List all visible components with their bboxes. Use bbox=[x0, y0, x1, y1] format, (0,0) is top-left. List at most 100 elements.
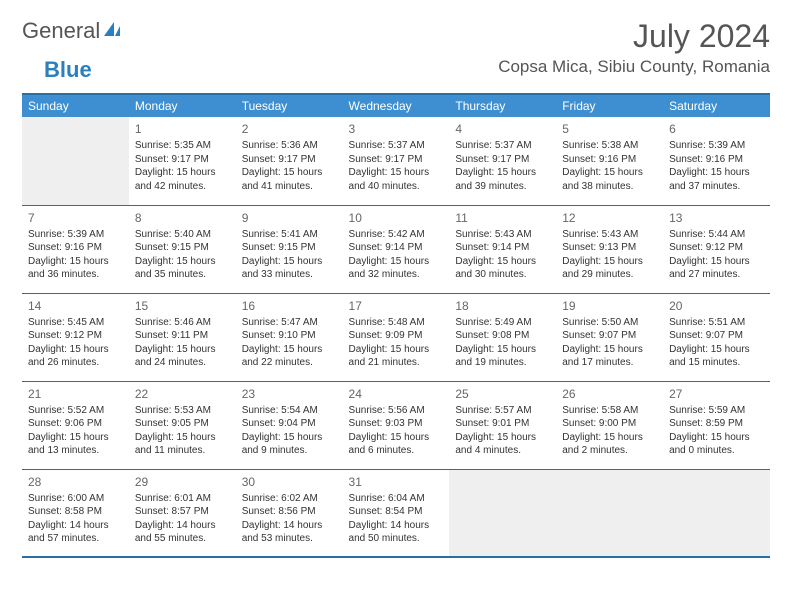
week-row: 1Sunrise: 5:35 AMSunset: 9:17 PMDaylight… bbox=[22, 117, 770, 205]
day-cell: 17Sunrise: 5:48 AMSunset: 9:09 PMDayligh… bbox=[343, 293, 450, 381]
sunset-line: Sunset: 9:07 PM bbox=[669, 329, 764, 343]
daylight-line: Daylight: 15 hours and 40 minutes. bbox=[349, 166, 444, 193]
day-number: 30 bbox=[242, 474, 337, 490]
day-cell: 15Sunrise: 5:46 AMSunset: 9:11 PMDayligh… bbox=[129, 293, 236, 381]
day-cell: 7Sunrise: 5:39 AMSunset: 9:16 PMDaylight… bbox=[22, 205, 129, 293]
day-number: 29 bbox=[135, 474, 230, 490]
sunrise-line: Sunrise: 6:00 AM bbox=[28, 492, 123, 506]
day-cell: 1Sunrise: 5:35 AMSunset: 9:17 PMDaylight… bbox=[129, 117, 236, 205]
day-number: 10 bbox=[349, 210, 444, 226]
sunrise-line: Sunrise: 5:42 AM bbox=[349, 228, 444, 242]
dow-row: Sunday Monday Tuesday Wednesday Thursday… bbox=[22, 94, 770, 117]
daylight-line: Daylight: 15 hours and 11 minutes. bbox=[135, 431, 230, 458]
day-cell: 22Sunrise: 5:53 AMSunset: 9:05 PMDayligh… bbox=[129, 381, 236, 469]
sunrise-line: Sunrise: 5:45 AM bbox=[28, 316, 123, 330]
day-number: 13 bbox=[669, 210, 764, 226]
dow-monday: Monday bbox=[129, 94, 236, 117]
day-number: 3 bbox=[349, 121, 444, 137]
daylight-line: Daylight: 15 hours and 39 minutes. bbox=[455, 166, 550, 193]
day-cell: 19Sunrise: 5:50 AMSunset: 9:07 PMDayligh… bbox=[556, 293, 663, 381]
sunrise-line: Sunrise: 5:44 AM bbox=[669, 228, 764, 242]
day-cell bbox=[22, 117, 129, 205]
sunset-line: Sunset: 9:14 PM bbox=[455, 241, 550, 255]
daylight-line: Daylight: 15 hours and 4 minutes. bbox=[455, 431, 550, 458]
sunrise-line: Sunrise: 6:02 AM bbox=[242, 492, 337, 506]
sunrise-line: Sunrise: 5:59 AM bbox=[669, 404, 764, 418]
daylight-line: Daylight: 15 hours and 27 minutes. bbox=[669, 255, 764, 282]
day-cell: 16Sunrise: 5:47 AMSunset: 9:10 PMDayligh… bbox=[236, 293, 343, 381]
day-number: 12 bbox=[562, 210, 657, 226]
sunrise-line: Sunrise: 5:37 AM bbox=[349, 139, 444, 153]
daylight-line: Daylight: 15 hours and 0 minutes. bbox=[669, 431, 764, 458]
day-cell: 5Sunrise: 5:38 AMSunset: 9:16 PMDaylight… bbox=[556, 117, 663, 205]
logo-word1: General bbox=[22, 18, 100, 44]
day-cell: 30Sunrise: 6:02 AMSunset: 8:56 PMDayligh… bbox=[236, 469, 343, 557]
daylight-line: Daylight: 15 hours and 30 minutes. bbox=[455, 255, 550, 282]
sunset-line: Sunset: 8:59 PM bbox=[669, 417, 764, 431]
week-row: 21Sunrise: 5:52 AMSunset: 9:06 PMDayligh… bbox=[22, 381, 770, 469]
sunrise-line: Sunrise: 5:43 AM bbox=[455, 228, 550, 242]
sunset-line: Sunset: 9:05 PM bbox=[135, 417, 230, 431]
calendar-body: 1Sunrise: 5:35 AMSunset: 9:17 PMDaylight… bbox=[22, 117, 770, 557]
day-cell: 20Sunrise: 5:51 AMSunset: 9:07 PMDayligh… bbox=[663, 293, 770, 381]
day-cell: 3 Sunrise: 5:37 AMSunset: 9:17 PMDaylight… bbox=[343, 117, 450, 205]
sunrise-line: Sunrise: 5:57 AM bbox=[455, 404, 550, 418]
day-number: 14 bbox=[28, 298, 123, 314]
dow-thursday: Thursday bbox=[449, 94, 556, 117]
day-cell: 11Sunrise: 5:43 AMSunset: 9:14 PMDayligh… bbox=[449, 205, 556, 293]
sunset-line: Sunset: 9:16 PM bbox=[562, 153, 657, 167]
sunset-line: Sunset: 8:54 PM bbox=[349, 505, 444, 519]
sunset-line: Sunset: 9:12 PM bbox=[669, 241, 764, 255]
sunset-line: Sunset: 9:16 PM bbox=[28, 241, 123, 255]
day-cell bbox=[663, 469, 770, 557]
daylight-line: Daylight: 15 hours and 21 minutes. bbox=[349, 343, 444, 370]
day-cell: 25Sunrise: 5:57 AMSunset: 9:01 PMDayligh… bbox=[449, 381, 556, 469]
sunrise-line: Sunrise: 5:48 AM bbox=[349, 316, 444, 330]
day-number: 15 bbox=[135, 298, 230, 314]
sunrise-line: Sunrise: 5:36 AM bbox=[242, 139, 337, 153]
sunset-line: Sunset: 9:17 PM bbox=[242, 153, 337, 167]
daylight-line: Daylight: 15 hours and 13 minutes. bbox=[28, 431, 123, 458]
sunset-line: Sunset: 9:03 PM bbox=[349, 417, 444, 431]
day-cell: 21Sunrise: 5:52 AMSunset: 9:06 PMDayligh… bbox=[22, 381, 129, 469]
sunrise-line: Sunrise: 5:50 AM bbox=[562, 316, 657, 330]
sunset-line: Sunset: 8:56 PM bbox=[242, 505, 337, 519]
day-cell: 28Sunrise: 6:00 AMSunset: 8:58 PMDayligh… bbox=[22, 469, 129, 557]
sunrise-line: Sunrise: 5:39 AM bbox=[669, 139, 764, 153]
sunset-line: Sunset: 9:12 PM bbox=[28, 329, 123, 343]
sunset-line: Sunset: 9:01 PM bbox=[455, 417, 550, 431]
sail-icon bbox=[102, 18, 122, 44]
sunrise-line: Sunrise: 5:52 AM bbox=[28, 404, 123, 418]
sunrise-line: Sunrise: 5:37 AM bbox=[455, 139, 550, 153]
daylight-line: Daylight: 15 hours and 15 minutes. bbox=[669, 343, 764, 370]
day-number: 6 bbox=[669, 121, 764, 137]
sunset-line: Sunset: 9:06 PM bbox=[28, 417, 123, 431]
sunrise-line: Sunrise: 5:53 AM bbox=[135, 404, 230, 418]
day-number: 1 bbox=[135, 121, 230, 137]
sunset-line: Sunset: 9:17 PM bbox=[349, 153, 444, 167]
day-number: 27 bbox=[669, 386, 764, 402]
logo: General bbox=[22, 18, 124, 44]
day-cell: 27 Sunrise: 5:59 AMSunset: 8:59 PMDayligh… bbox=[663, 381, 770, 469]
sunset-line: Sunset: 9:16 PM bbox=[669, 153, 764, 167]
sunset-line: Sunset: 9:14 PM bbox=[349, 241, 444, 255]
sunset-line: Sunset: 9:17 PM bbox=[455, 153, 550, 167]
daylight-line: Daylight: 15 hours and 41 minutes. bbox=[242, 166, 337, 193]
day-number: 5 bbox=[562, 121, 657, 137]
daylight-line: Daylight: 14 hours and 50 minutes. bbox=[349, 519, 444, 546]
sunset-line: Sunset: 9:04 PM bbox=[242, 417, 337, 431]
sunrise-line: Sunrise: 5:38 AM bbox=[562, 139, 657, 153]
sunrise-line: Sunrise: 6:01 AM bbox=[135, 492, 230, 506]
daylight-line: Daylight: 15 hours and 33 minutes. bbox=[242, 255, 337, 282]
day-number: 16 bbox=[242, 298, 337, 314]
dow-saturday: Saturday bbox=[663, 94, 770, 117]
day-number: 7 bbox=[28, 210, 123, 226]
sunrise-line: Sunrise: 5:47 AM bbox=[242, 316, 337, 330]
day-number: 8 bbox=[135, 210, 230, 226]
sunrise-line: Sunrise: 5:51 AM bbox=[669, 316, 764, 330]
sunset-line: Sunset: 8:58 PM bbox=[28, 505, 123, 519]
daylight-line: Daylight: 15 hours and 37 minutes. bbox=[669, 166, 764, 193]
title-block: July 2024 Copsa Mica, Sibiu County, Roma… bbox=[498, 18, 770, 77]
dow-tuesday: Tuesday bbox=[236, 94, 343, 117]
sunrise-line: Sunrise: 5:58 AM bbox=[562, 404, 657, 418]
